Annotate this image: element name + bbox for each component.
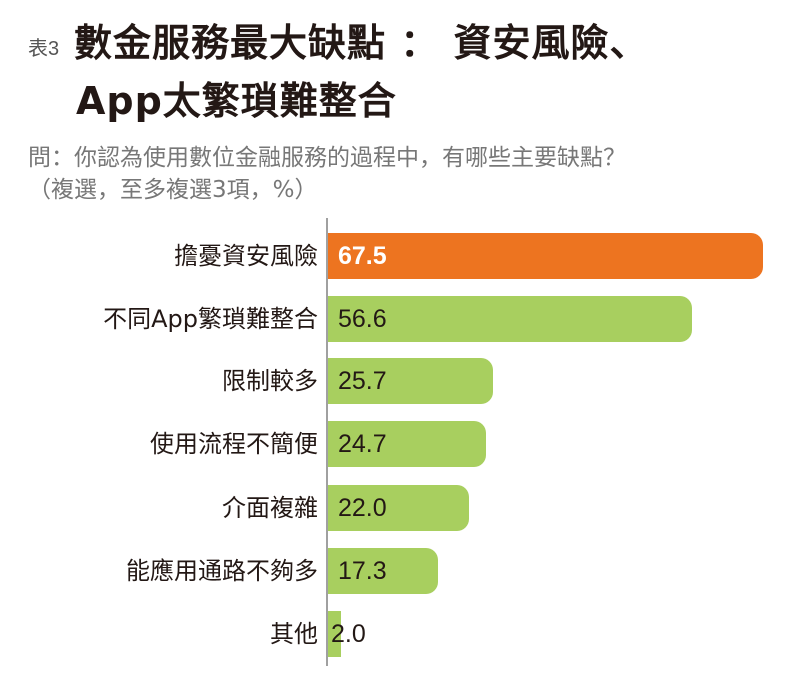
value-label: 2.0 — [331, 620, 366, 648]
category-label: 能應用通路不夠多 — [126, 557, 318, 585]
category-label: 不同App繁瑣難整合 — [103, 305, 318, 333]
value-label: 22.0 — [338, 494, 387, 522]
bar — [328, 421, 486, 467]
category-label: 限制較多 — [222, 367, 318, 395]
category-label: 其他 — [270, 620, 318, 648]
bar — [328, 485, 469, 531]
table-number: 表3 — [28, 38, 60, 60]
chart-title-line-2: App太繁瑣難整合 — [76, 79, 397, 123]
bar — [328, 296, 692, 342]
bar — [328, 611, 341, 657]
bar-row: 擔憂資安風險 67.5 — [0, 233, 792, 279]
bar-row: 能應用通路不夠多 17.3 — [0, 548, 792, 594]
bar-highlighted — [328, 233, 763, 279]
value-label: 17.3 — [338, 557, 387, 585]
bar-row: 不同App繁瑣難整合 56.6 — [0, 296, 792, 342]
bar-row: 介面複雜 22.0 — [0, 485, 792, 531]
bar-row: 限制較多 25.7 — [0, 358, 792, 404]
chart-note: （複選，至多複選3項，%） — [28, 177, 318, 203]
category-label: 擔憂資安風險 — [174, 242, 318, 270]
chart-title-line-1: 數金服務最大缺點 ： 資安風險、 — [74, 21, 649, 65]
category-label: 使用流程不簡便 — [150, 430, 318, 458]
bar-row: 使用流程不簡便 24.7 — [0, 421, 792, 467]
value-label: 56.6 — [338, 305, 387, 333]
y-axis-line — [326, 218, 328, 666]
value-label: 25.7 — [338, 367, 387, 395]
value-label: 67.5 — [338, 242, 387, 270]
bar-row: 其他 2.0 — [0, 611, 792, 657]
chart-question: 問：你認為使用數位金融服務的過程中，有哪些主要缺點？ — [28, 145, 626, 171]
value-label: 24.7 — [338, 430, 387, 458]
bar — [328, 358, 493, 404]
bar — [328, 548, 438, 594]
category-label: 介面複雜 — [222, 494, 318, 522]
